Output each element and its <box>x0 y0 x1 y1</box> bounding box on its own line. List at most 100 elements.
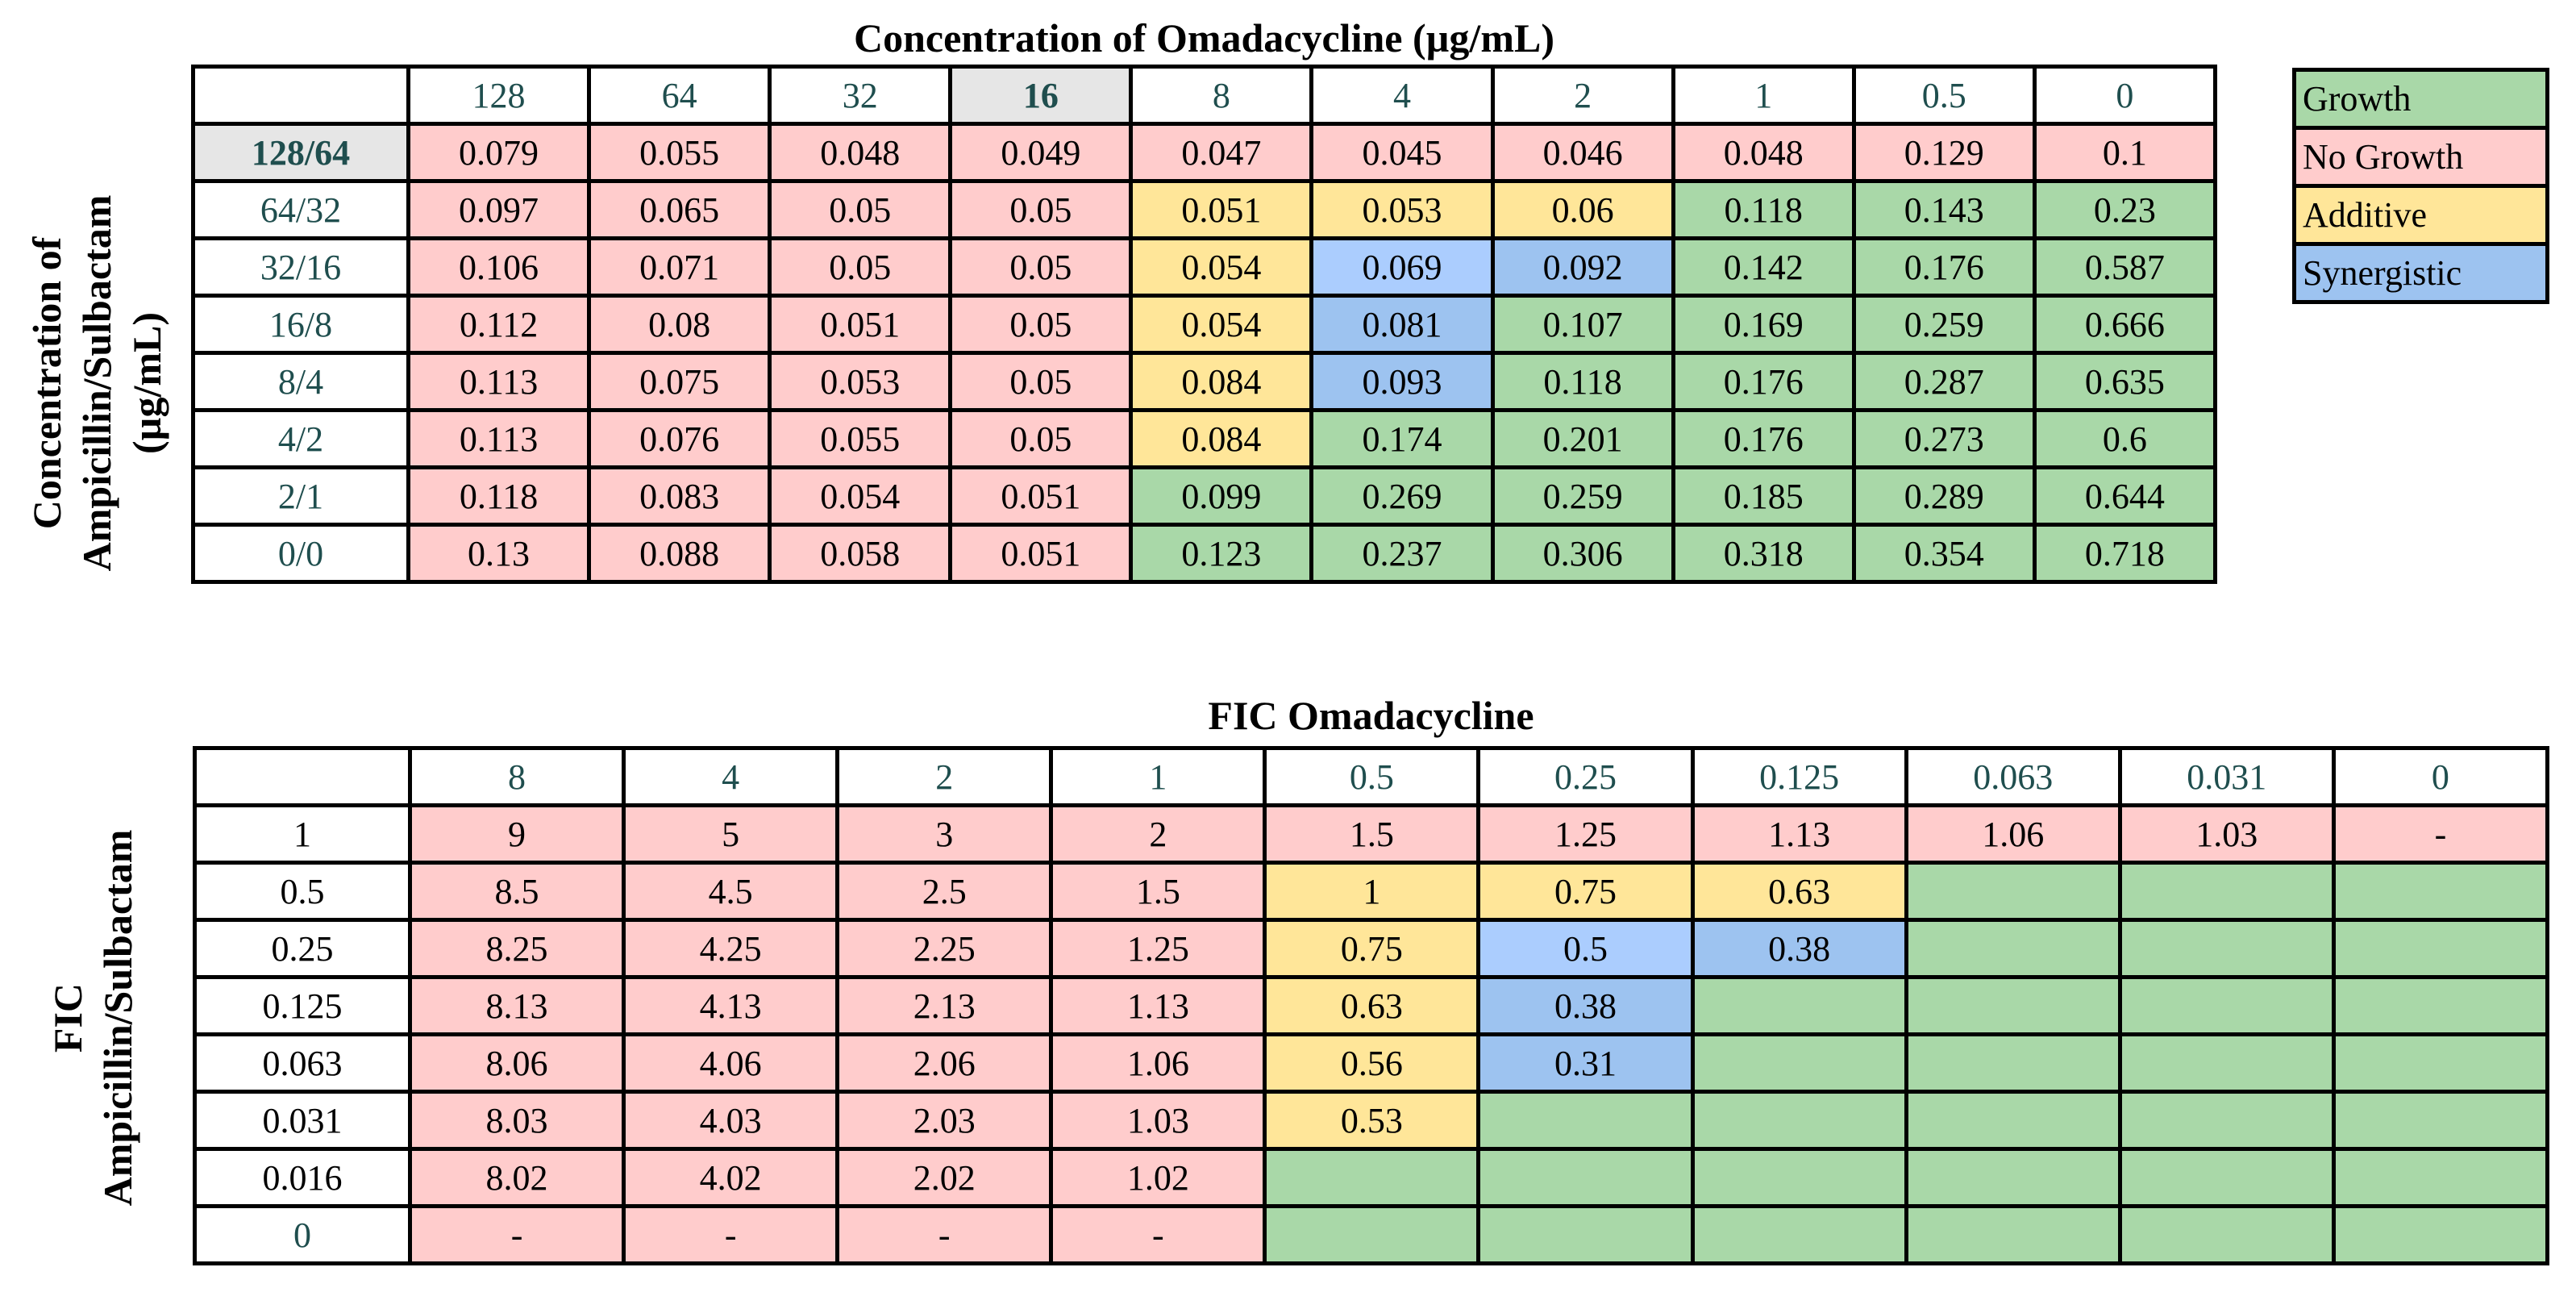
data-cell <box>1904 1204 2122 1265</box>
bottom-row-axis-label-line2: Ampicillin/Sulbactam <box>95 829 140 1207</box>
data-cell: 4.06 <box>622 1032 840 1094</box>
data-cell: - <box>1049 1204 1267 1265</box>
data-cell: 1.25 <box>1049 918 1267 979</box>
row-header: 4/2 <box>191 408 410 469</box>
data-cell: 2.02 <box>835 1147 1054 1208</box>
data-cell: 0.08 <box>587 294 772 355</box>
column-header: 2 <box>1490 65 1675 126</box>
row-header: 64/32 <box>191 179 410 240</box>
data-cell: 0.05 <box>948 351 1134 412</box>
data-cell <box>1263 1147 1481 1208</box>
data-cell: 0.273 <box>1851 408 2037 469</box>
data-cell: 0.237 <box>1309 523 1495 584</box>
column-header: 32 <box>768 65 953 126</box>
row-header: 128/64 <box>191 122 410 183</box>
data-cell: - <box>835 1204 1054 1265</box>
data-cell: 0.05 <box>768 236 953 298</box>
header-row: 128 64 32 16 8 4 2 1 0.5 0 <box>191 65 2218 126</box>
data-cell: 0.079 <box>406 122 592 183</box>
data-cell: 0.118 <box>1671 179 1856 240</box>
column-header: 128 <box>406 65 592 126</box>
data-cell: 0.099 <box>1129 465 1314 527</box>
data-cell <box>1690 975 1908 1036</box>
data-cell <box>1263 1204 1481 1265</box>
data-cell: 0.069 <box>1309 236 1495 298</box>
data-cell: 1.13 <box>1049 975 1267 1036</box>
data-cell: 5 <box>622 803 840 865</box>
data-cell: 0.587 <box>2032 236 2218 298</box>
data-cell: 2.03 <box>835 1090 1054 1151</box>
data-cell: 3 <box>835 803 1054 865</box>
data-cell: 1 <box>1263 861 1481 922</box>
data-cell <box>1690 1204 1908 1265</box>
column-header: 16 <box>948 65 1134 126</box>
data-cell: 0.054 <box>768 465 953 527</box>
column-header: 2 <box>835 746 1054 807</box>
table-row: 64/32 0.097 0.065 0.05 0.05 0.051 0.053 0.06 0.1… <box>191 179 2218 240</box>
data-cell: 0.113 <box>406 408 592 469</box>
data-cell <box>1476 1204 1695 1265</box>
column-header: 1 <box>1049 746 1267 807</box>
data-cell: 2 <box>1049 803 1267 865</box>
row-header: 0/0 <box>191 523 410 584</box>
data-cell: 0.05 <box>948 294 1134 355</box>
data-cell: 2.13 <box>835 975 1054 1036</box>
data-cell: 0.075 <box>587 351 772 412</box>
data-cell: 0.63 <box>1263 975 1481 1036</box>
concentration-table: 128 64 32 16 8 4 2 1 0.5 0 128/64 0.079 0.055 0.048 0.… <box>191 65 2218 584</box>
data-cell: 0.083 <box>587 465 772 527</box>
legend-item-additive: Additive <box>2292 184 2549 246</box>
data-cell: 1.03 <box>2117 803 2336 865</box>
data-cell: 0.5 <box>1476 918 1695 979</box>
data-cell: 0.169 <box>1671 294 1856 355</box>
data-cell: 0.354 <box>1851 523 2037 584</box>
data-cell: 0.051 <box>948 523 1134 584</box>
data-cell: 8.03 <box>407 1090 626 1151</box>
data-cell: 0.23 <box>2032 179 2218 240</box>
data-cell: 0.051 <box>948 465 1134 527</box>
table-row: 0.063 8.06 4.06 2.06 1.06 0.56 0.31 <box>193 1032 2550 1094</box>
data-cell: 1.25 <box>1476 803 1695 865</box>
row-header: 0.125 <box>193 975 412 1036</box>
data-cell: 0.75 <box>1263 918 1481 979</box>
data-cell: 0.644 <box>2032 465 2218 527</box>
data-cell: 2.5 <box>835 861 1054 922</box>
data-cell: 4.03 <box>622 1090 840 1151</box>
data-cell: 1.06 <box>1049 1032 1267 1094</box>
data-cell <box>2331 1204 2550 1265</box>
data-cell: 0.071 <box>587 236 772 298</box>
data-cell: 1.13 <box>1690 803 1908 865</box>
table-row: 128/64 0.079 0.055 0.048 0.049 0.047 0.045 0.04… <box>191 122 2218 183</box>
data-cell <box>1904 918 2122 979</box>
data-cell: 0.051 <box>1129 179 1314 240</box>
data-cell: 0.56 <box>1263 1032 1481 1094</box>
data-cell <box>1690 1090 1908 1151</box>
data-cell: 0.05 <box>948 179 1134 240</box>
data-cell: 0.259 <box>1490 465 1675 527</box>
top-row-axis-label-line1: Concentration of <box>24 236 69 530</box>
column-header: 4 <box>1309 65 1495 126</box>
data-cell: 0.065 <box>587 179 772 240</box>
column-header: 64 <box>587 65 772 126</box>
row-header: 32/16 <box>191 236 410 298</box>
data-cell: 0.05 <box>948 236 1134 298</box>
data-cell: 0.635 <box>2032 351 2218 412</box>
data-cell: - <box>622 1204 840 1265</box>
data-cell: 0.049 <box>948 122 1134 183</box>
table-row: 0---- <box>193 1204 2550 1265</box>
data-cell: 0.055 <box>587 122 772 183</box>
corner-cell <box>193 746 412 807</box>
data-cell: 0.048 <box>1671 122 1856 183</box>
data-cell: 0.176 <box>1671 408 1856 469</box>
row-header: 0 <box>193 1204 412 1265</box>
data-cell: 0.306 <box>1490 523 1675 584</box>
data-cell <box>2331 1032 2550 1094</box>
data-cell: 0.05 <box>768 179 953 240</box>
top-table-title: Concentration of Omadacycline (µg/mL) <box>854 15 1554 60</box>
data-cell: 0.112 <box>406 294 592 355</box>
header-row: 8 4 2 1 0.5 0.25 0.125 0.063 0.031 0 <box>193 746 2550 807</box>
data-cell <box>2117 1204 2336 1265</box>
row-header: 16/8 <box>191 294 410 355</box>
legend-item-synergistic: Synergistic <box>2292 242 2549 304</box>
data-cell: 0.269 <box>1309 465 1495 527</box>
